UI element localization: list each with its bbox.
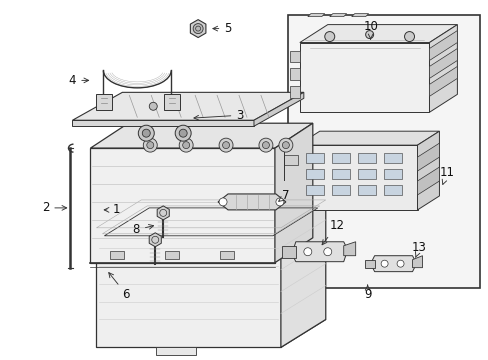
Bar	[357, 153, 375, 163]
Polygon shape	[96, 228, 280, 347]
Circle shape	[175, 125, 191, 141]
Circle shape	[404, 32, 414, 41]
Bar	[331, 153, 349, 163]
Circle shape	[179, 129, 187, 137]
Circle shape	[282, 141, 289, 149]
Circle shape	[278, 138, 292, 152]
Circle shape	[149, 102, 157, 110]
Text: 1: 1	[104, 203, 120, 216]
Text: 4: 4	[69, 74, 88, 87]
Bar	[383, 185, 401, 195]
Bar	[305, 169, 323, 179]
Bar	[287, 15, 479, 288]
Polygon shape	[428, 49, 456, 78]
Polygon shape	[253, 92, 303, 126]
Text: 11: 11	[439, 166, 454, 184]
Circle shape	[146, 141, 153, 149]
Text: 10: 10	[363, 20, 377, 39]
Circle shape	[275, 198, 284, 206]
Circle shape	[259, 138, 272, 152]
Bar	[110, 251, 124, 259]
Circle shape	[303, 248, 311, 256]
Circle shape	[365, 31, 373, 39]
Polygon shape	[72, 92, 303, 120]
Text: 5: 5	[212, 22, 231, 35]
Polygon shape	[417, 131, 439, 210]
Polygon shape	[96, 319, 325, 347]
Polygon shape	[291, 242, 347, 262]
Bar	[331, 185, 349, 195]
Bar	[165, 251, 179, 259]
Polygon shape	[364, 260, 374, 268]
Text: 9: 9	[363, 285, 371, 301]
Polygon shape	[274, 123, 312, 263]
Bar	[331, 169, 349, 179]
Bar	[220, 251, 234, 259]
Polygon shape	[280, 200, 325, 347]
Text: 8: 8	[132, 223, 153, 236]
Polygon shape	[329, 14, 346, 17]
Polygon shape	[428, 31, 456, 60]
Text: 7: 7	[278, 189, 289, 202]
Circle shape	[219, 138, 233, 152]
Polygon shape	[149, 233, 161, 247]
Circle shape	[323, 248, 331, 256]
Polygon shape	[370, 256, 416, 272]
Polygon shape	[96, 94, 112, 110]
Polygon shape	[218, 194, 285, 210]
Circle shape	[142, 129, 150, 137]
Circle shape	[324, 32, 334, 41]
Circle shape	[183, 141, 189, 149]
Circle shape	[262, 141, 269, 149]
Bar	[357, 169, 375, 179]
Polygon shape	[417, 143, 439, 171]
Text: 6: 6	[108, 273, 130, 301]
Circle shape	[179, 138, 193, 152]
Bar	[305, 153, 323, 163]
Bar	[357, 185, 375, 195]
Polygon shape	[156, 347, 196, 355]
Text: 2: 2	[42, 201, 66, 215]
Polygon shape	[157, 206, 169, 220]
Text: 3: 3	[194, 109, 243, 122]
Polygon shape	[164, 94, 180, 110]
Circle shape	[222, 141, 229, 149]
Circle shape	[380, 260, 387, 267]
Polygon shape	[299, 42, 428, 112]
Polygon shape	[307, 14, 324, 17]
Polygon shape	[299, 24, 456, 42]
Polygon shape	[289, 50, 299, 62]
Circle shape	[143, 138, 157, 152]
Polygon shape	[417, 167, 439, 195]
Polygon shape	[297, 145, 417, 210]
Text: 12: 12	[322, 219, 344, 245]
Polygon shape	[90, 148, 274, 263]
Polygon shape	[351, 14, 368, 17]
Polygon shape	[72, 120, 253, 126]
Text: 13: 13	[411, 241, 426, 257]
Polygon shape	[90, 123, 312, 148]
Polygon shape	[289, 86, 299, 98]
Circle shape	[138, 125, 154, 141]
Polygon shape	[343, 242, 355, 256]
Circle shape	[193, 24, 203, 33]
Polygon shape	[284, 155, 297, 165]
Polygon shape	[190, 20, 205, 37]
Bar	[383, 153, 401, 163]
Polygon shape	[412, 256, 422, 268]
Polygon shape	[289, 68, 299, 80]
Polygon shape	[281, 246, 295, 258]
Bar	[305, 185, 323, 195]
Polygon shape	[297, 131, 439, 145]
Polygon shape	[428, 24, 456, 112]
Polygon shape	[428, 67, 456, 96]
Circle shape	[396, 260, 403, 267]
Bar	[383, 169, 401, 179]
Circle shape	[219, 198, 226, 206]
